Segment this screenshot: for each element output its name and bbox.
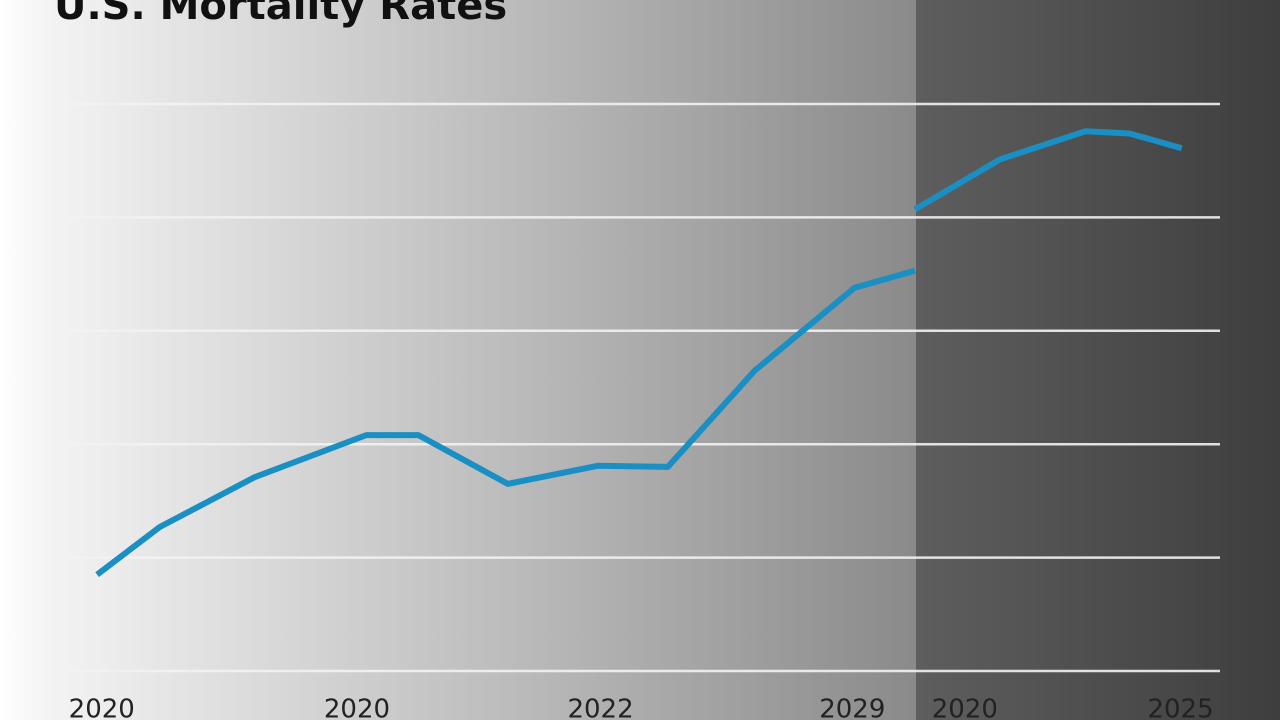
data-line	[95, 128, 1183, 577]
x-tick-label: 2025	[1147, 695, 1213, 720]
x-tick-label: 2020	[69, 695, 135, 720]
x-tick-label: 2020	[932, 695, 998, 720]
x-tick-label: 2029	[819, 695, 885, 720]
chart-title: U.S. Mortality Rates	[54, 0, 507, 29]
background	[0, 0, 916, 720]
x-tick-label: 2020	[324, 695, 390, 720]
background-panel	[916, 0, 1280, 720]
x-tick-label: 2022	[567, 695, 633, 720]
